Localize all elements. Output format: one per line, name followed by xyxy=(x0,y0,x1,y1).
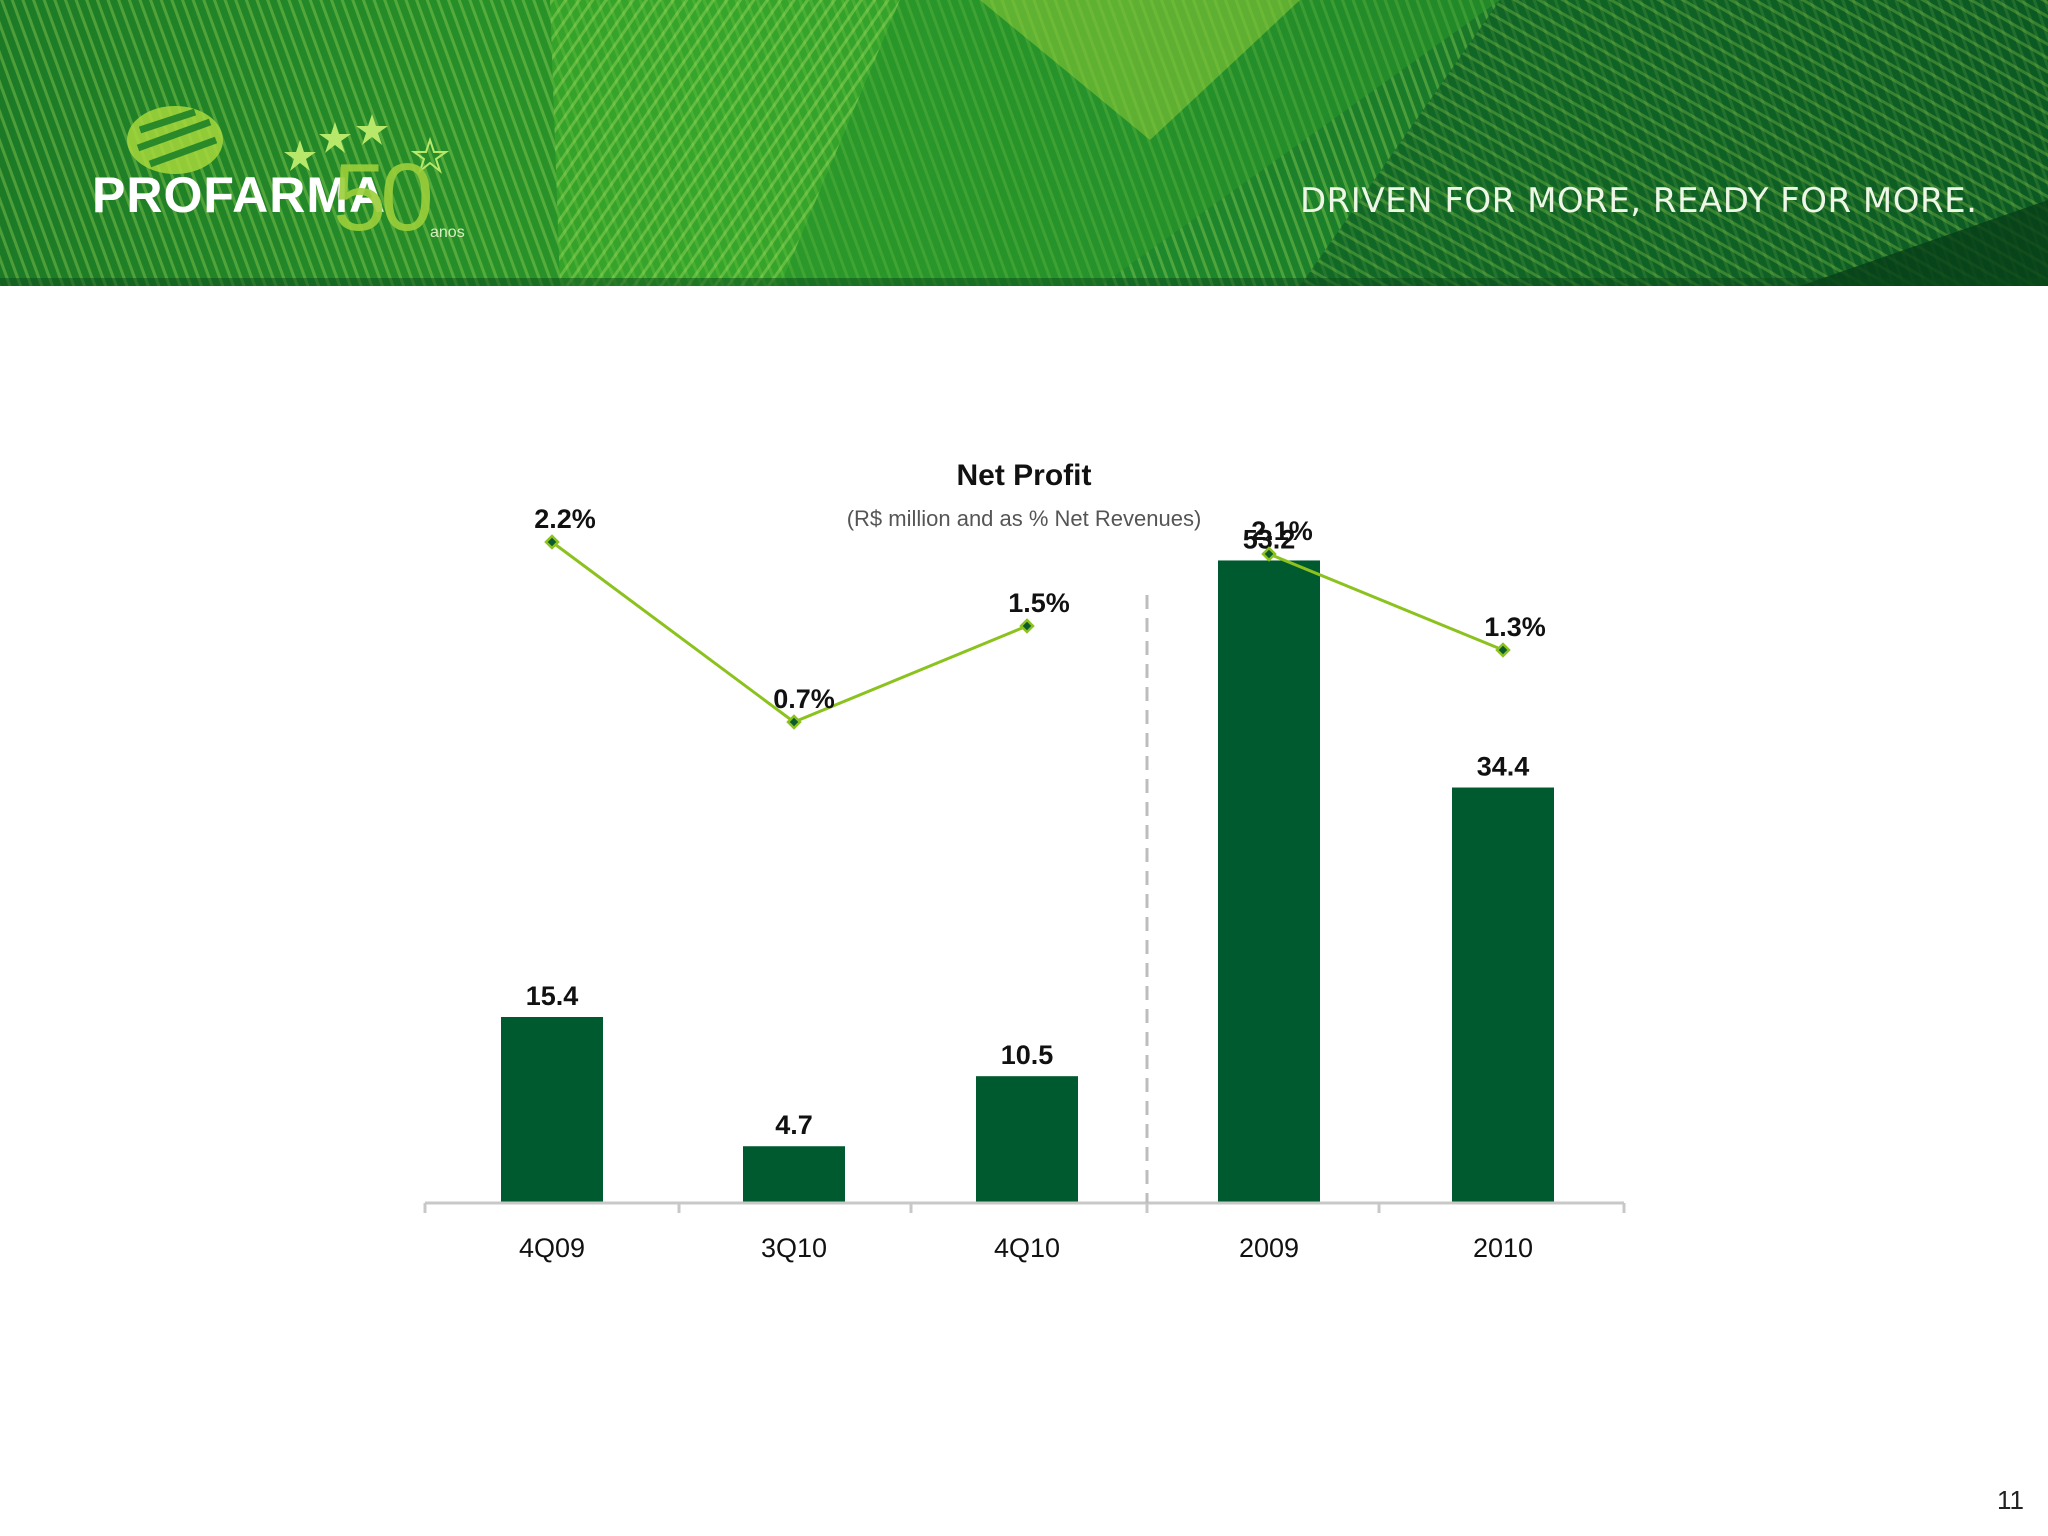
x-tick-label-2010: 2010 xyxy=(1473,1233,1533,1263)
margin-label-4Q09: 2.2% xyxy=(534,504,596,534)
logo-globe-icon xyxy=(127,106,223,174)
bar-label-3Q10: 4.7 xyxy=(775,1110,813,1140)
margin-marker-2009 xyxy=(1261,546,1277,562)
bar-2009 xyxy=(1218,560,1320,1203)
brand-logo-text: PROFARMA xyxy=(92,167,387,223)
brand-logo-50: 50 xyxy=(333,144,434,251)
bar-3Q10 xyxy=(743,1146,845,1203)
margin-marker-3Q10 xyxy=(786,714,802,730)
banner-background xyxy=(0,0,2048,286)
tagline: DRIVEN FOR MORE, READY FOR MORE. xyxy=(1300,181,1978,221)
margin-label-4Q10: 1.5% xyxy=(1008,588,1070,618)
logo-stars-icon xyxy=(284,114,450,174)
bar-label-4Q10: 10.5 xyxy=(1001,1040,1054,1070)
x-tick-label-3Q10: 3Q10 xyxy=(761,1233,827,1263)
margin-label-2009: 2.1% xyxy=(1251,516,1313,546)
margin-label-2010: 1.3% xyxy=(1484,612,1546,642)
chart-subtitle: (R$ million and as % Net Revenues) xyxy=(846,506,1202,531)
bar-label-4Q09: 15.4 xyxy=(526,981,579,1011)
x-tick-label-4Q10: 4Q10 xyxy=(994,1233,1060,1263)
bar-label-2010: 34.4 xyxy=(1477,752,1530,782)
bar-2010 xyxy=(1452,787,1554,1203)
x-tick-label-4Q09: 4Q09 xyxy=(519,1233,585,1263)
margin-marker-4Q10 xyxy=(1019,618,1035,634)
margin-label-3Q10: 0.7% xyxy=(773,684,835,714)
brand-logo-anos: anos xyxy=(430,224,465,241)
margin-marker-2010 xyxy=(1495,642,1511,658)
bar-4Q10 xyxy=(976,1076,1078,1203)
x-tick-label-2009: 2009 xyxy=(1239,1233,1299,1263)
bar-4Q09 xyxy=(501,1017,603,1203)
margin-marker-4Q09 xyxy=(544,534,560,550)
page-number: 11 xyxy=(1997,1485,2024,1515)
margin-line-2009-2010 xyxy=(1268,552,1504,652)
chart-title: Net Profit xyxy=(956,459,1092,492)
header-banner: PROFARMA 50 anos DRIVEN FOR MORE, READY … xyxy=(0,0,2048,286)
